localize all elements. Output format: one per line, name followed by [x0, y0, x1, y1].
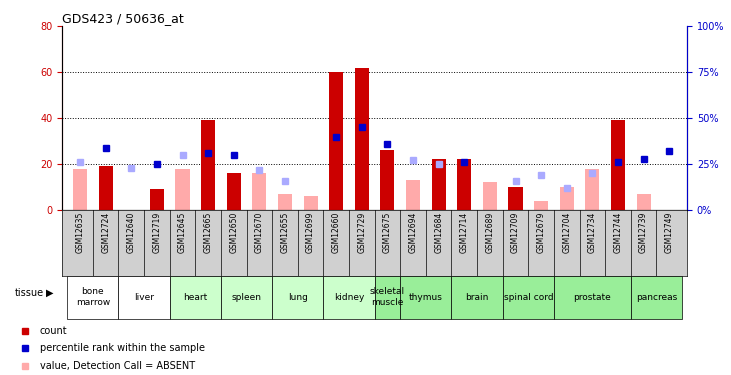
Text: GDS423 / 50636_at: GDS423 / 50636_at — [62, 12, 184, 25]
Text: GSM12719: GSM12719 — [152, 212, 162, 253]
Text: GSM12714: GSM12714 — [460, 212, 469, 253]
Bar — [221, 276, 272, 319]
Bar — [175, 169, 189, 210]
Text: skeletal
muscle: skeletal muscle — [370, 288, 405, 307]
Bar — [458, 159, 471, 210]
Text: GSM12660: GSM12660 — [332, 212, 341, 254]
Text: GSM12689: GSM12689 — [485, 212, 494, 253]
Text: GSM12640: GSM12640 — [126, 212, 136, 254]
Bar — [118, 276, 170, 319]
Text: GSM12665: GSM12665 — [204, 212, 213, 254]
Text: count: count — [39, 326, 67, 336]
Bar — [503, 276, 554, 319]
Text: tissue: tissue — [15, 288, 44, 298]
Bar — [67, 276, 118, 319]
Bar — [252, 173, 266, 210]
Text: GSM12729: GSM12729 — [357, 212, 366, 253]
Text: GSM12749: GSM12749 — [664, 212, 674, 254]
Bar — [355, 68, 369, 210]
Bar — [452, 276, 503, 319]
Bar — [534, 201, 548, 210]
Text: pancreas: pancreas — [636, 292, 677, 302]
Text: thymus: thymus — [409, 292, 443, 302]
Bar — [99, 166, 113, 210]
Text: bone
marrow: bone marrow — [76, 288, 110, 307]
Bar — [201, 120, 215, 210]
Text: GSM12709: GSM12709 — [511, 212, 520, 254]
Text: GSM12655: GSM12655 — [281, 212, 289, 254]
Text: GSM12650: GSM12650 — [230, 212, 238, 254]
Text: kidney: kidney — [334, 292, 364, 302]
Text: GSM12670: GSM12670 — [255, 212, 264, 254]
Bar — [554, 276, 631, 319]
Text: heart: heart — [183, 292, 208, 302]
Text: GSM12734: GSM12734 — [588, 212, 597, 254]
Text: GSM12684: GSM12684 — [434, 212, 443, 253]
Bar — [431, 159, 446, 210]
Bar — [483, 183, 497, 210]
Bar — [329, 72, 344, 210]
Text: GSM12694: GSM12694 — [409, 212, 417, 254]
Bar — [380, 150, 395, 210]
Text: liver: liver — [134, 292, 154, 302]
Text: spleen: spleen — [232, 292, 262, 302]
Bar — [227, 173, 240, 210]
Bar — [401, 276, 452, 319]
Bar — [272, 276, 323, 319]
Text: prostate: prostate — [574, 292, 611, 302]
Bar — [611, 120, 625, 210]
Text: GSM12675: GSM12675 — [383, 212, 392, 254]
Bar — [375, 276, 401, 319]
Bar — [560, 187, 574, 210]
Bar — [509, 187, 523, 210]
Text: GSM12645: GSM12645 — [178, 212, 187, 254]
Text: GSM12699: GSM12699 — [306, 212, 315, 254]
Bar — [586, 169, 599, 210]
Bar — [73, 169, 87, 210]
Bar — [323, 276, 375, 319]
Text: GSM12744: GSM12744 — [613, 212, 623, 254]
Text: GSM12704: GSM12704 — [562, 212, 571, 254]
Text: ▶: ▶ — [46, 288, 53, 298]
Text: percentile rank within the sample: percentile rank within the sample — [39, 344, 205, 354]
Text: spinal cord: spinal cord — [504, 292, 553, 302]
Bar — [631, 276, 682, 319]
Text: value, Detection Call = ABSENT: value, Detection Call = ABSENT — [39, 361, 194, 371]
Text: GSM12739: GSM12739 — [639, 212, 648, 254]
Text: brain: brain — [466, 292, 489, 302]
Text: lung: lung — [288, 292, 308, 302]
Text: GSM12635: GSM12635 — [75, 212, 85, 254]
Bar — [170, 276, 221, 319]
Bar — [406, 180, 420, 210]
Bar — [150, 189, 164, 210]
Bar — [637, 194, 651, 210]
Bar — [303, 196, 318, 210]
Text: GSM12724: GSM12724 — [101, 212, 110, 253]
Bar — [278, 194, 292, 210]
Text: GSM12679: GSM12679 — [537, 212, 545, 254]
